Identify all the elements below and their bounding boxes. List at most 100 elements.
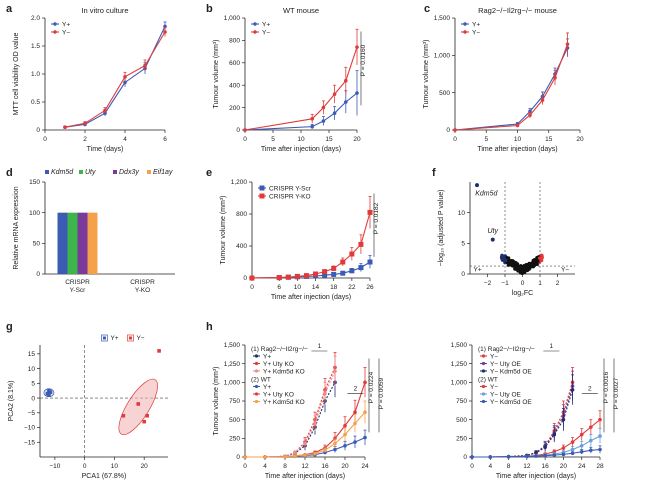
- y-tick-label: 600: [229, 60, 240, 67]
- data-point: [589, 425, 593, 429]
- data-point: [293, 450, 297, 455]
- highlight-point: [475, 183, 479, 188]
- y-axis-title: PCA2 (8.1%): [8, 381, 15, 422]
- x-tick-label: 0: [521, 280, 525, 287]
- panel-title: In vitro culture: [81, 6, 128, 15]
- x-tick-label: 18: [330, 284, 338, 291]
- legend-header: (1) Rag2−/−Il2rg−/−: [251, 346, 308, 353]
- data-point: [263, 455, 267, 459]
- x-tick-label: 10: [514, 136, 522, 143]
- y-tick-label: 0: [243, 275, 247, 282]
- series-line: [64, 26, 166, 128]
- x-tick-label: 5: [484, 136, 488, 143]
- data-point: [534, 454, 538, 458]
- panel-h1: 0 4 8 12 16 20 2402505007501,0001,2501,500Time…: [213, 342, 385, 480]
- data-point: [332, 92, 337, 96]
- data-point: [103, 108, 107, 113]
- data-point: [367, 209, 373, 215]
- legend-label: Y−: [490, 353, 498, 360]
- gene-point: [507, 257, 511, 261]
- x-tick-label: 15: [545, 136, 553, 143]
- legend-marker: [254, 354, 259, 358]
- x-tick-label: 20: [560, 463, 568, 470]
- legend-label: Y−: [262, 29, 270, 36]
- gene-point: [500, 253, 504, 258]
- series-line: [454, 47, 568, 131]
- data-point: [303, 453, 307, 457]
- y-tick-label: 10: [458, 210, 466, 217]
- y-axis-title: MTT cell viability OD value: [13, 33, 20, 116]
- category-label: CRISPR: [130, 279, 155, 286]
- data-point: [321, 119, 326, 123]
- bar: [87, 212, 98, 274]
- gene-point: [510, 261, 514, 265]
- y-tick-label: 0: [461, 271, 465, 278]
- y-axis-title: Tumour volume (mm³): [213, 40, 220, 109]
- data-point: [322, 272, 328, 278]
- data-point: [552, 432, 557, 437]
- data-point: [285, 274, 291, 280]
- legend-marker: [102, 336, 106, 340]
- data-point: [540, 98, 545, 102]
- legend-label: Y−: [136, 335, 144, 342]
- y-tick-label: 0: [236, 127, 240, 134]
- legend-label: Y+: [110, 335, 118, 342]
- data-point: [123, 80, 127, 85]
- x-tick-label: 16: [321, 463, 329, 470]
- panel-title: WT mouse: [283, 6, 319, 15]
- data-point: [515, 123, 520, 128]
- legend: Y+Y−: [51, 21, 70, 36]
- y-tick-label: 500: [229, 417, 240, 424]
- legend-label: Y+: [262, 21, 270, 28]
- gene-label-uty: Uty: [488, 228, 499, 235]
- data-point: [123, 75, 127, 79]
- legend-label: CRISPR Y-KO: [269, 193, 311, 200]
- panel-label-h1: h: [206, 321, 213, 333]
- x-tick-label: 20: [141, 463, 149, 470]
- legend-label: Y+: [472, 21, 480, 28]
- data-point: [353, 421, 357, 426]
- legend: Y+ Y−: [101, 334, 145, 342]
- legend-marker: [254, 392, 259, 396]
- data-point: [470, 455, 474, 459]
- x-tick-label: 20: [576, 136, 584, 143]
- data-point: [283, 454, 287, 459]
- legend-label: Y−: [62, 29, 70, 36]
- data-point: [579, 432, 584, 437]
- y-tick-label: 10: [28, 366, 36, 373]
- y-tick-label: 150: [29, 179, 40, 186]
- p-value: P = 0.0182: [373, 202, 380, 234]
- x-axis-title: log₂FC: [512, 290, 533, 297]
- legend-marker: [53, 22, 57, 26]
- bar: [57, 212, 68, 274]
- legend-label: Y−: [472, 29, 480, 36]
- x-tick-label: 0: [43, 136, 47, 143]
- x-tick-label: 8: [507, 463, 511, 470]
- gene-point: [532, 264, 536, 268]
- y-tick-label: 0: [463, 454, 467, 461]
- legend-swatch: [113, 170, 117, 174]
- x-tick-label: 24: [578, 463, 586, 470]
- x-tick-label: 20: [341, 463, 349, 470]
- data-point: [332, 111, 337, 115]
- y-tick-label: −15: [24, 439, 35, 446]
- legend-swatch: [127, 334, 134, 342]
- y-tick-label: 800: [236, 211, 247, 218]
- y-tick-label: 0: [236, 454, 240, 461]
- p-value: P = 0.0027: [613, 377, 620, 409]
- y-tick-label: 400: [229, 82, 240, 89]
- x-axis-title: Time after injection (days): [477, 146, 557, 153]
- legend-label: Eif1ay: [153, 169, 173, 176]
- legend-header: (1) Rag2−/−Il2rg−/−: [478, 346, 535, 353]
- highlight-point: [490, 237, 495, 242]
- data-point: [543, 453, 547, 458]
- y-tick-label: 750: [229, 398, 240, 405]
- y-tick-label: 1,500: [224, 342, 241, 349]
- p-value: P = 0.0224: [368, 371, 375, 403]
- data-point: [243, 455, 247, 459]
- data-point: [121, 413, 126, 418]
- data-point: [561, 417, 566, 422]
- panel-label-e: e: [206, 167, 212, 179]
- gene-point: [523, 266, 528, 270]
